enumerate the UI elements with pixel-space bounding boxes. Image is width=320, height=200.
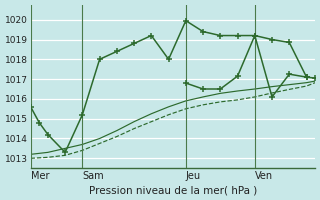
X-axis label: Pression niveau de la mer( hPa ): Pression niveau de la mer( hPa ) (89, 185, 257, 195)
